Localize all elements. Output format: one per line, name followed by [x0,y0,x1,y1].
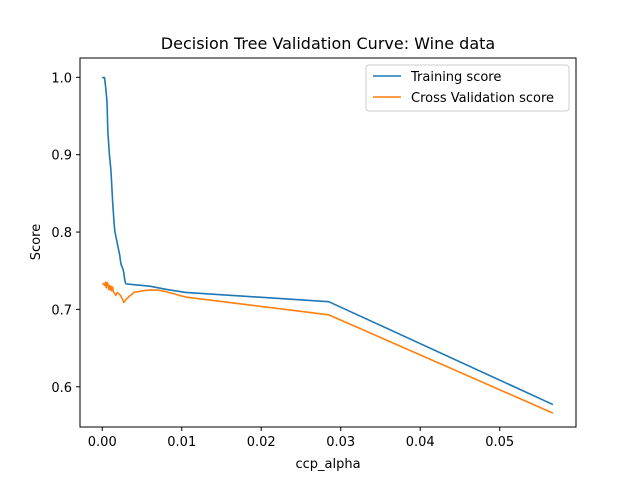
plot-lines [101,76,554,414]
y-tick-label: 0.7 [51,303,72,318]
x-tick-label: 0.05 [485,435,514,450]
y-tick-label: 0.6 [51,381,72,396]
y-axis: 0.6 0.7 0.8 0.9 1.0 [51,71,80,396]
plot-frame [79,57,577,428]
x-tick-label: 0.04 [406,435,435,450]
series-line-cross-validation-score [102,281,554,414]
y-tick-label: 0.9 [51,149,72,164]
y-tick-label: 1.0 [51,71,72,86]
x-tick-label: 0.03 [326,435,355,450]
legend-box [365,64,570,112]
legend: Training score Cross Validation score [365,64,570,112]
y-axis-label: Score [29,224,44,260]
x-axis: 0.00 0.01 0.02 0.03 0.04 0.05 [88,427,514,450]
x-tick-label: 0.02 [247,435,276,450]
chart-title: Decision Tree Validation Curve: Wine dat… [161,34,495,53]
x-tick-label: 0.01 [167,435,196,450]
x-axis-label: ccp_alpha [295,457,360,472]
legend-cv-label: Cross Validation score [411,91,554,106]
y-tick-label: 0.8 [51,226,72,241]
series-line-training-score [101,76,554,406]
legend-training-label: Training score [410,70,501,85]
x-tick-label: 0.00 [88,435,117,450]
